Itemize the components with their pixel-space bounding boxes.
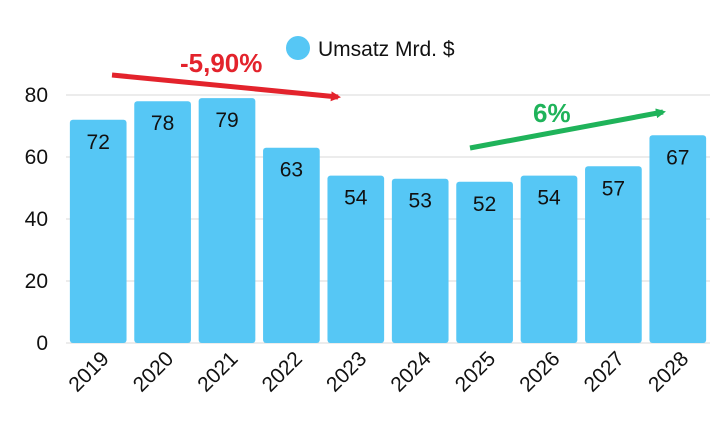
x-tick-label: 2020 xyxy=(129,347,178,396)
bars-group: 72 78 79 63 54 53 52 54 57 67 xyxy=(69,98,707,343)
bar-2023 xyxy=(327,175,385,343)
bar-2021 xyxy=(198,98,256,343)
x-tick-label: 2019 xyxy=(64,347,113,396)
x-tick-label: 2022 xyxy=(258,347,307,396)
y-tick-label: 80 xyxy=(25,84,48,107)
bar-2024 xyxy=(391,178,449,343)
y-tick-label: 20 xyxy=(25,270,48,293)
legend-label: Umsatz Mrd. $ xyxy=(318,38,455,61)
bar-value-label: 67 xyxy=(666,146,689,169)
annotation-growth-label: 6% xyxy=(533,98,571,128)
bar-value-label: 57 xyxy=(602,177,625,200)
bar-value-label: 52 xyxy=(473,193,496,216)
bar-value-label: 54 xyxy=(344,187,368,210)
y-tick-label: 0 xyxy=(36,332,48,355)
annotations: -5,90% 6% xyxy=(111,48,666,151)
bar-value-label: 63 xyxy=(280,159,303,182)
x-tick-label: 2024 xyxy=(386,347,436,397)
bar-value-label: 78 xyxy=(151,112,174,135)
bar-2020 xyxy=(134,101,191,343)
bar-2019 xyxy=(69,119,127,343)
legend: Umsatz Mrd. $ xyxy=(286,36,455,61)
x-tick-label: 2023 xyxy=(322,347,371,396)
bar-value-label: 54 xyxy=(537,187,561,210)
bar-value-label: 72 xyxy=(87,131,110,154)
y-axis: 0 20 40 60 80 xyxy=(25,84,48,355)
bar-value-label: 79 xyxy=(215,109,238,132)
annotation-decline-label: -5,90% xyxy=(180,48,262,78)
bar-2026 xyxy=(520,175,578,343)
y-tick-label: 40 xyxy=(25,208,48,231)
legend-marker xyxy=(286,36,310,60)
x-tick-label: 2028 xyxy=(644,347,693,396)
bar-2025 xyxy=(456,181,513,343)
bar-2027 xyxy=(585,166,642,343)
trend-arrow-up xyxy=(469,108,666,151)
y-tick-label: 60 xyxy=(25,146,48,169)
x-tick-label: 2027 xyxy=(580,347,629,396)
bar-2028 xyxy=(649,135,707,343)
x-tick-label: 2025 xyxy=(451,347,500,396)
x-tick-label: 2021 xyxy=(193,347,242,396)
bar-2022 xyxy=(263,147,320,343)
trend-arrow-down xyxy=(111,72,341,102)
bar-value-label: 53 xyxy=(409,190,432,213)
x-tick-label: 2026 xyxy=(515,347,564,396)
x-axis: 2019 2020 2021 2022 2023 2024 2025 2026 2027 2028 xyxy=(64,347,693,397)
